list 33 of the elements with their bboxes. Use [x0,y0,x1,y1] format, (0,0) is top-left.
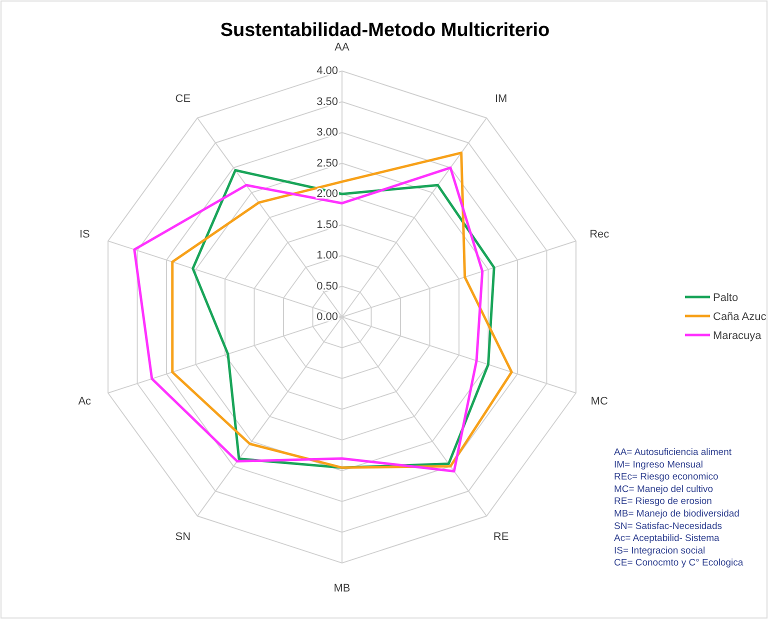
spoke-label: IM [494,93,508,106]
text: RE= Riesgo de erosion [614,496,712,508]
spoke-label: IS [79,228,90,240]
y-tick-label: 2.00 [316,188,338,200]
text: Ac= Aceptabilid- Sistema [614,533,720,544]
text: IM= Ingreso Mensual [614,459,703,470]
y-tick-label: 3.00 [316,126,338,138]
spoke-label: Ac [78,396,92,408]
text: IS= Integracion social [614,545,706,556]
text: MC= Manejo del cultivo [614,484,714,495]
y-tick-label: 0.50 [316,280,338,292]
spoke-label: SN [175,530,191,543]
legend-label: Caña Azuc [713,311,767,323]
text: REc= Riesgo economico [614,472,718,483]
text: CE= Conocmto y C° Ecologica [614,558,744,569]
text: AA= Autosuficiencia aliment [614,447,732,458]
spoke-label: AA [334,41,350,54]
y-tick-label: 1.50 [316,218,338,231]
spoke-label: Rec [590,228,610,240]
spoke-label: RE [493,530,509,543]
spoke-label: MB [334,582,350,595]
spoke-label: MC [590,396,608,408]
legend-label: Maracuya [713,330,762,342]
y-tick-label: 1.00 [316,250,338,262]
y-tick-label: 0.00 [316,311,338,323]
y-tick-label: 3.50 [316,96,338,108]
legend-label: Palto [713,292,738,304]
chart-title: Sustentabilidad-Metodo Multicriterio [220,20,550,41]
text: MB= Manejo de biodiversidad [614,508,740,520]
y-tick-label: 2.50 [316,157,338,170]
y-tick-label: 4.00 [316,65,338,77]
text: SN= Satisfac-Necesidads [614,520,722,532]
spoke-label: CE [175,93,191,106]
